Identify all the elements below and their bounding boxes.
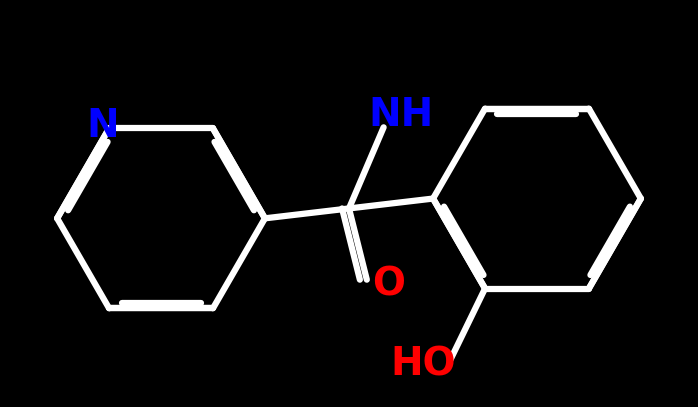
Text: N: N [87,107,119,145]
Text: HO: HO [390,346,456,384]
Text: O: O [372,266,405,304]
Text: NH: NH [369,96,434,134]
